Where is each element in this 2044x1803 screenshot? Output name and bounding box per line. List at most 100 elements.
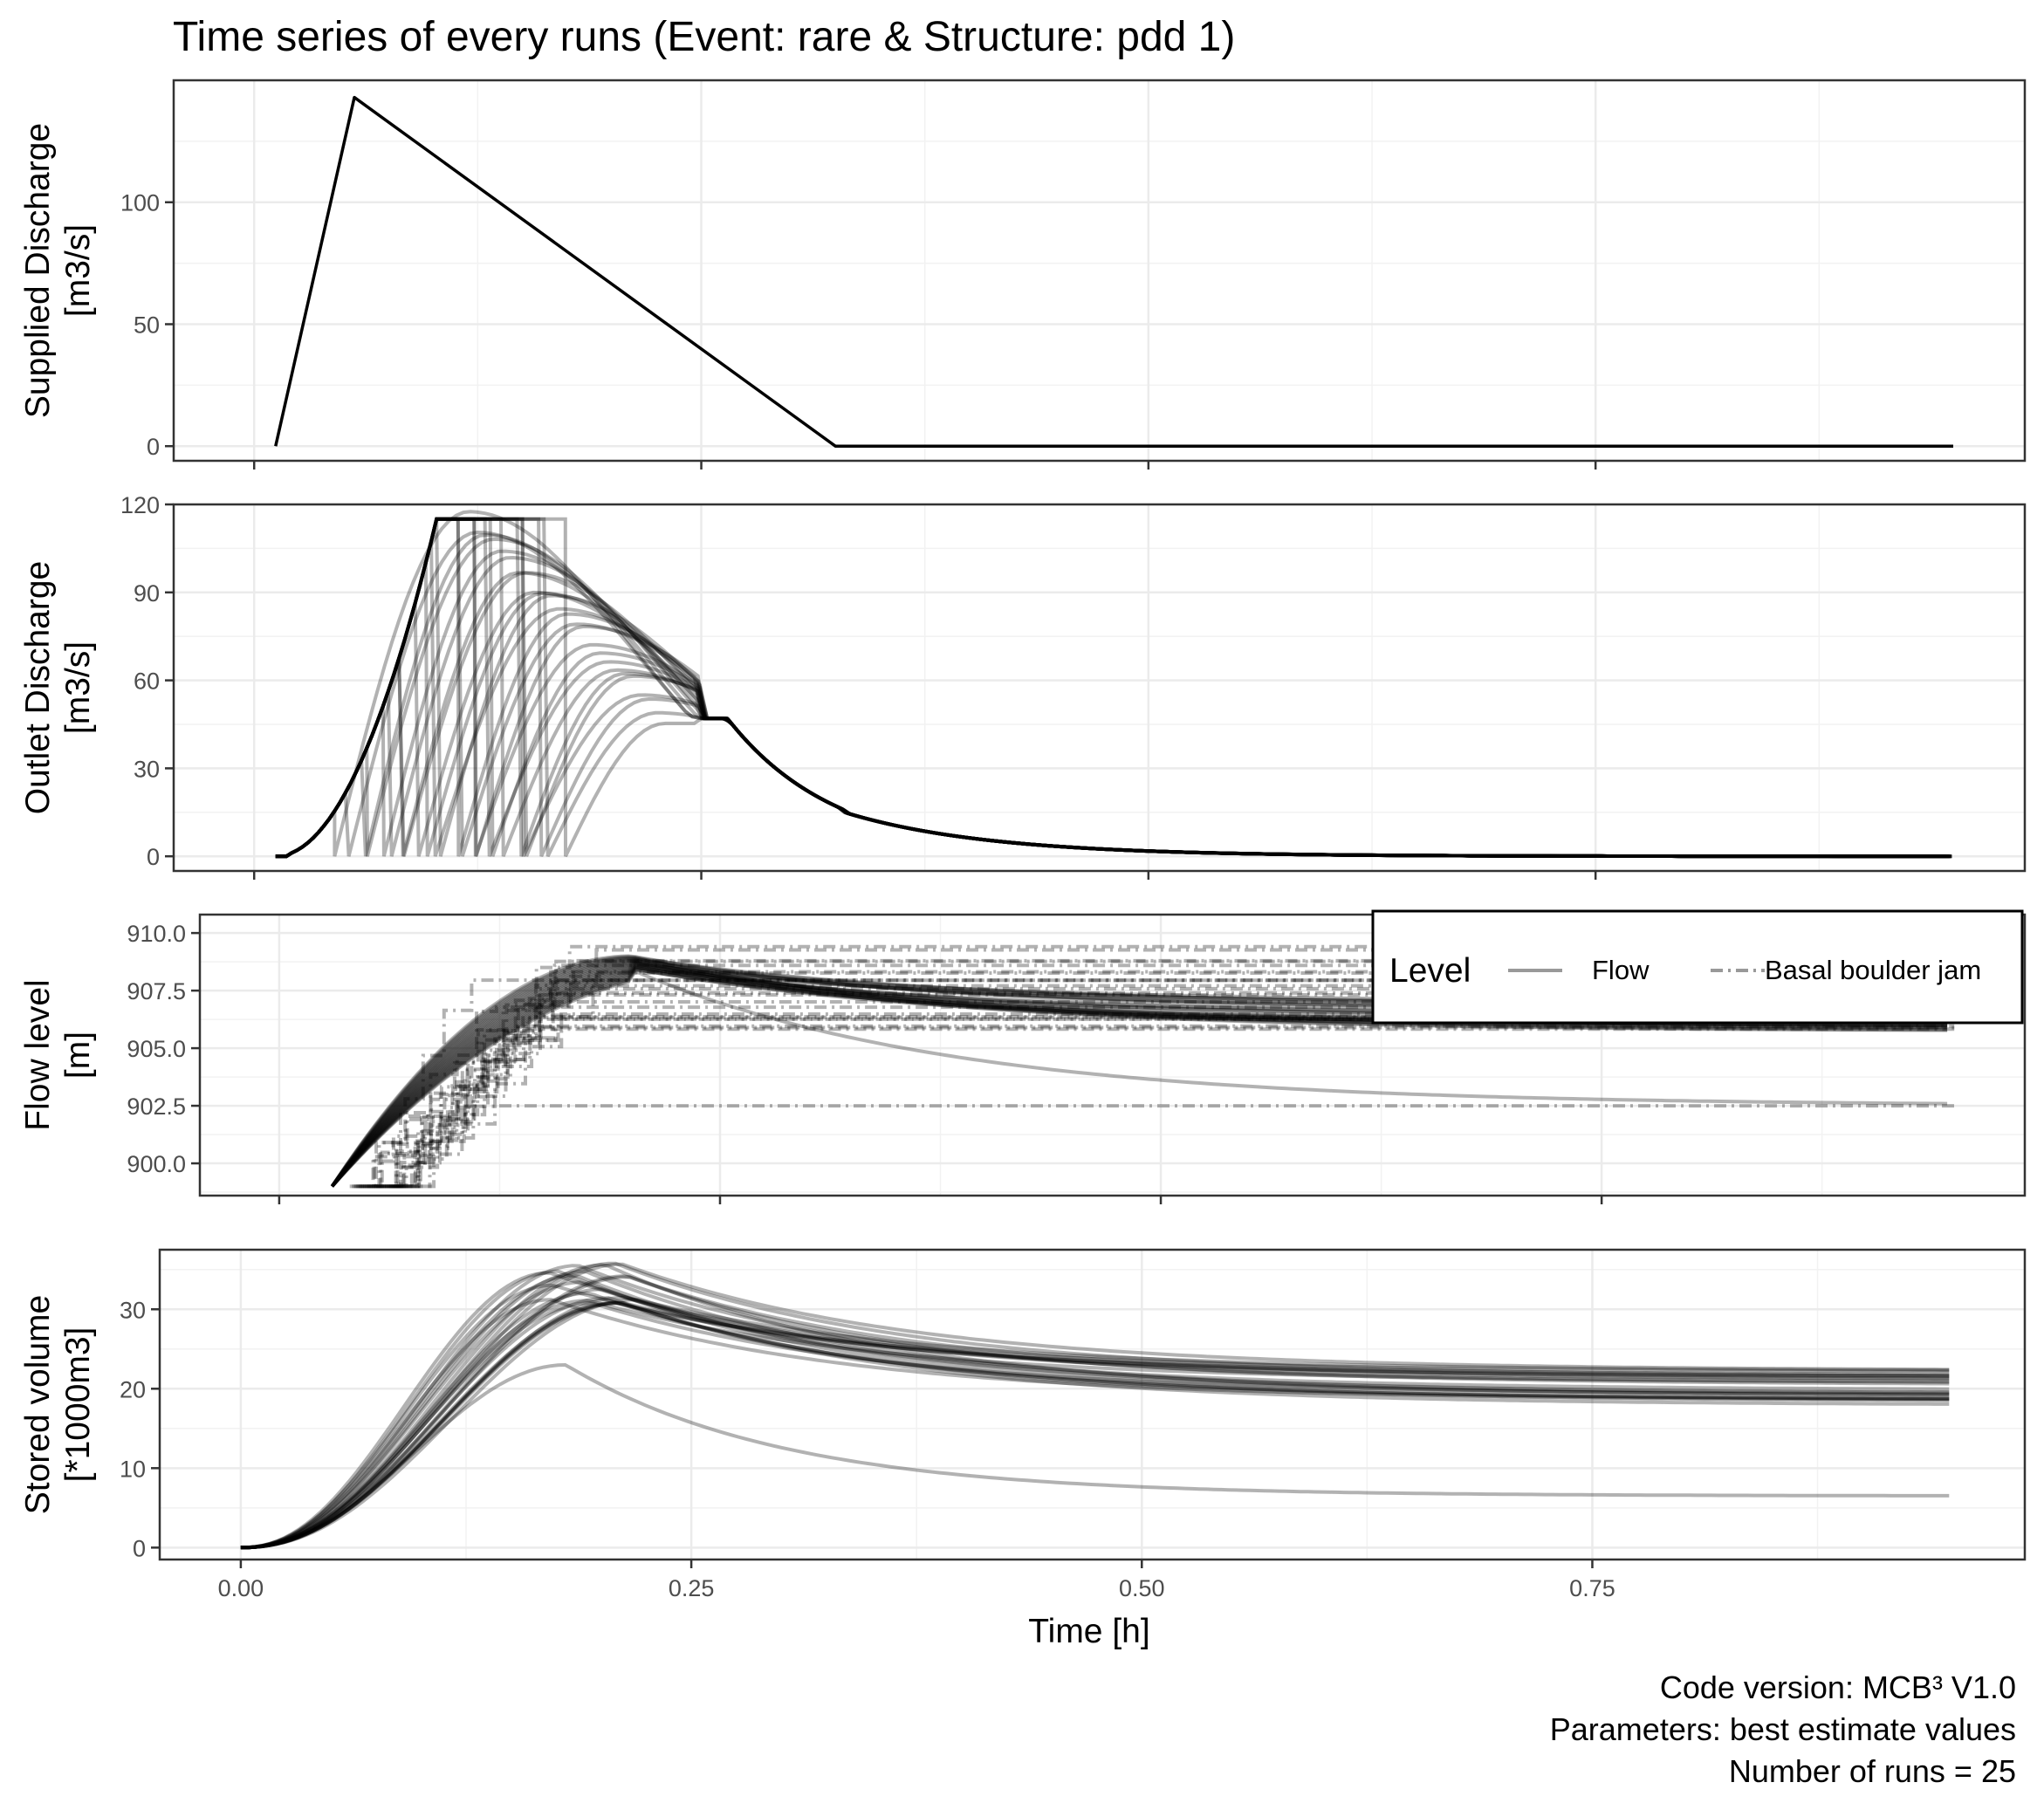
y-axis-label-unit: [*1000m3]: [59, 1327, 97, 1483]
legend: Level Flow Basal boulder jam: [1371, 909, 2024, 1025]
panel-border: [158, 1248, 2027, 1561]
x-tick-label: 0.50: [1119, 1575, 1165, 1601]
y-axis-label: Outlet Discharge: [19, 561, 57, 814]
y-tick-label: 10: [120, 1456, 146, 1482]
panel-supplied: 0 50 100 Supplied Discharge [m3/s]: [19, 79, 2027, 470]
stored-run-line: [240, 1301, 1950, 1550]
jam-run-line: [365, 986, 1955, 1189]
outlet-run-line: [275, 537, 1949, 859]
flow-run-line: [330, 960, 1948, 1188]
stored-run-line: [240, 1270, 1950, 1550]
y-tick-label: 905.0: [127, 1036, 186, 1062]
outlet-run-line: [275, 517, 1951, 859]
jam-run-line: [387, 984, 1955, 1189]
stored-run-line: [240, 1299, 1950, 1550]
stored-run-line: [240, 1261, 1950, 1550]
chart-title: Time series of every runs (Event: rare &…: [173, 14, 1235, 60]
y-tick-label: 907.5: [127, 978, 186, 1004]
jam-run-line: [372, 958, 1955, 1189]
panel-outlet: 0 30 60 90 120 Outlet Discharge [m3/s]: [19, 492, 2027, 880]
caption-line-2: Parameters: best estimate values: [1550, 1711, 2016, 1747]
jam-run-line: [369, 991, 1955, 1189]
stored-run-line: [240, 1262, 1950, 1550]
y-tick-label: 910.0: [127, 921, 186, 947]
stored-run-line: [240, 1263, 1950, 1550]
stored-run-line: [240, 1280, 1950, 1550]
jam-run-line: [353, 944, 1955, 1189]
outlet-run-line: [275, 517, 1952, 859]
stored-run-line: [240, 1264, 1950, 1550]
flow-run-line: [330, 963, 1948, 1188]
y-tick-label: 0: [133, 1535, 146, 1561]
panel-border: [198, 913, 2027, 1197]
stored-run-line: [240, 1301, 1950, 1550]
jam-run-line: [360, 1005, 1955, 1189]
jam-run-line: [389, 1025, 1955, 1189]
y-axis-label-unit: [m3/s]: [59, 224, 97, 317]
outlet-run-line: [275, 510, 1951, 859]
jam-run-line: [382, 978, 1955, 1189]
stored-run-line: [240, 1283, 1950, 1550]
flow-run-line: [330, 955, 1948, 1188]
x-axis-label: Time [h]: [1028, 1613, 1149, 1650]
stored-run-line: [240, 1300, 1950, 1550]
y-tick-label: 0: [147, 434, 160, 460]
outlet-run-line: [275, 517, 1949, 859]
y-tick-label: 50: [134, 312, 160, 338]
x-tick-label: 0.75: [1569, 1575, 1615, 1601]
jam-run-line: [385, 1017, 1955, 1189]
jam-run-line: [374, 959, 1955, 1189]
outlet-run-line: [275, 555, 1951, 859]
stored-run-line: [240, 1296, 1950, 1550]
y-tick-label: 0: [147, 844, 160, 870]
panel-border: [172, 79, 2027, 463]
stored-run-line: [240, 1295, 1950, 1550]
flow-run-line: [330, 958, 1948, 1188]
legend-title: Level: [1389, 952, 1471, 990]
panel-background: [174, 80, 2025, 461]
y-tick-label: 60: [134, 668, 160, 695]
stored-run-line: [240, 1275, 1950, 1550]
y-tick-label: 120: [120, 492, 160, 518]
outlet-run-line: [275, 517, 1951, 859]
legend-label-flow: Flow: [1592, 955, 1650, 985]
outlet-run-line: [275, 517, 1952, 859]
stored-run-line: [240, 1271, 1950, 1550]
outlet-run-line: [275, 517, 1947, 859]
y-tick-label: 90: [134, 580, 160, 607]
stored-run-line: [240, 1298, 1950, 1550]
stored-run-line: [240, 1298, 1950, 1550]
outlet-run-line: [275, 571, 1950, 859]
jam-run-line: [398, 1012, 1955, 1189]
stored-run-line: [240, 1287, 1950, 1550]
jam-run-line: [400, 971, 1955, 1189]
outlet-run-line: [275, 517, 1947, 859]
panel-background: [174, 504, 2025, 871]
jam-run-line: [394, 978, 1955, 1189]
outlet-run-line: [275, 517, 1949, 859]
jam-run-line: [391, 1015, 1955, 1189]
y-axis-label: Flow level: [19, 979, 57, 1130]
jam-run-line: [362, 1024, 1955, 1189]
outlet-run-line: [275, 530, 1951, 859]
legend-label-jam: Basal boulder jam: [1765, 955, 1981, 985]
caption-line-1: Code version: MCB³ V1.0: [1660, 1669, 2016, 1705]
stored-run-line: [240, 1301, 1950, 1550]
panel-border: [172, 503, 2027, 873]
stored-run-line: [240, 1291, 1950, 1550]
flow-run-line: [331, 969, 1948, 1188]
jam-run-line: [381, 970, 1955, 1189]
outlet-run-line: [275, 517, 1951, 859]
series-line: [274, 95, 1953, 448]
x-tick-label: 0.25: [669, 1575, 715, 1601]
stored-run-line: [240, 1274, 1950, 1550]
outlet-run-line: [275, 532, 1947, 859]
panel-stored: 0 10 20 30 0.00 0.25 0.50 0.75 Stored volume [*10…: [19, 1248, 2027, 1601]
outlet-run-line: [275, 540, 1952, 859]
y-tick-label: 30: [134, 756, 160, 782]
series-group: [240, 1261, 1950, 1550]
outlet-run-line: [275, 562, 1951, 859]
jam-run-line: [352, 963, 1955, 1189]
y-tick-label: 100: [120, 190, 160, 216]
flow-run-line: [330, 966, 1948, 1188]
